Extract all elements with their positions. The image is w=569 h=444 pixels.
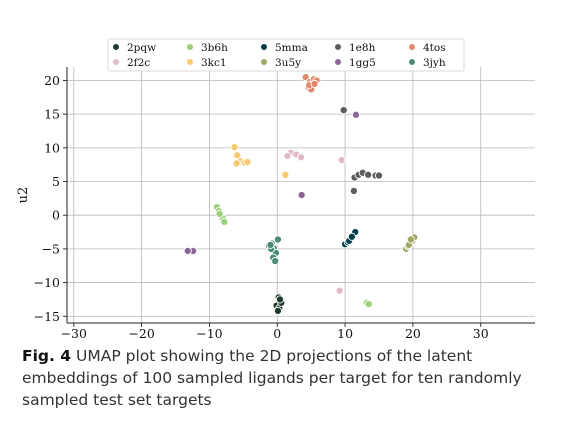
point-3kc1 bbox=[230, 143, 239, 152]
legend-entry-3u5y: 3u5y bbox=[260, 57, 301, 69]
legend-marker bbox=[408, 43, 416, 51]
y-tick-label: 15 bbox=[44, 107, 60, 122]
y-axis-label: u2 bbox=[16, 187, 31, 204]
point-3jyh bbox=[271, 256, 280, 266]
point-1e8h bbox=[374, 171, 384, 180]
legend-label: 1e8h bbox=[349, 42, 376, 54]
legend-label: 3u5y bbox=[275, 57, 301, 69]
data-points bbox=[183, 73, 419, 315]
point-2pqw bbox=[275, 295, 285, 304]
legend-marker bbox=[260, 43, 268, 51]
legend-marker bbox=[186, 43, 194, 51]
x-tick-label: 10 bbox=[337, 326, 353, 340]
point-2f2c bbox=[283, 151, 292, 160]
legend-label: 2f2c bbox=[127, 57, 150, 69]
point-1gg5 bbox=[297, 190, 306, 200]
legend-marker bbox=[334, 58, 342, 66]
x-tick-label: 0 bbox=[273, 326, 281, 340]
point-1e8h bbox=[364, 170, 373, 179]
point-2pqw bbox=[273, 306, 282, 315]
y-tick-label: 0 bbox=[52, 208, 60, 223]
point-3kc1 bbox=[233, 151, 242, 160]
legend-entry-5mma: 5mma bbox=[260, 42, 308, 54]
caption-text: UMAP plot showing the 2D projections of … bbox=[22, 347, 522, 409]
x-tick-label: −30 bbox=[61, 326, 87, 340]
legend-label: 4tos bbox=[423, 42, 446, 54]
point-5mma bbox=[347, 232, 356, 241]
x-tick-label: −20 bbox=[128, 326, 154, 340]
legend-label: 3b6h bbox=[201, 42, 228, 54]
grid-lines bbox=[67, 67, 535, 323]
y-tick-label: −10 bbox=[34, 275, 60, 290]
legend-entry-1e8h: 1e8h bbox=[334, 42, 376, 54]
y-tick-label: 10 bbox=[44, 140, 60, 155]
point-3jyh bbox=[273, 235, 282, 244]
point-2f2c bbox=[337, 155, 346, 165]
x-tick-label: 30 bbox=[473, 326, 489, 340]
point-1gg5 bbox=[351, 110, 360, 119]
point-3u5y bbox=[406, 235, 415, 244]
legend-box bbox=[107, 38, 465, 72]
legend-marker bbox=[408, 58, 416, 66]
legend-label: 3jyh bbox=[423, 57, 446, 69]
point-3b6h bbox=[215, 209, 224, 218]
y-tick-label: 20 bbox=[44, 73, 60, 88]
point-3b6h bbox=[364, 300, 373, 309]
legend: 2pqw 2f2c 3b6h 3kc1 5mma 3u5y 1e8h 1gg5 4tos 3jyh bbox=[107, 38, 465, 72]
point-3kc1 bbox=[243, 157, 252, 167]
legend-entry-3b6h: 3b6h bbox=[186, 42, 228, 54]
point-2f2c bbox=[335, 286, 344, 295]
legend-entry-3jyh: 3jyh bbox=[408, 57, 446, 69]
y-tick-label: −15 bbox=[34, 309, 60, 324]
legend-entry-2f2c: 2f2c bbox=[112, 57, 150, 69]
point-2f2c bbox=[296, 153, 306, 162]
legend-entry-4tos: 4tos bbox=[408, 42, 446, 54]
x-tick-label: −10 bbox=[196, 326, 222, 340]
point-3kc1 bbox=[281, 170, 290, 179]
legend-marker bbox=[186, 58, 194, 66]
point-3b6h bbox=[220, 217, 229, 226]
legend-entry-3kc1: 3kc1 bbox=[186, 57, 227, 69]
legend-marker bbox=[112, 43, 120, 51]
axes: −30 −20 −10 0 10 20 30 −15 −10 −5 0 5 10 15 20 bbox=[34, 67, 535, 340]
x-tick-label: 20 bbox=[405, 326, 421, 340]
point-4tos bbox=[310, 79, 319, 88]
legend-entry-2pqw: 2pqw bbox=[112, 42, 156, 54]
legend-label: 3kc1 bbox=[201, 57, 227, 69]
legend-label: 5mma bbox=[275, 42, 308, 54]
legend-marker bbox=[112, 58, 120, 66]
figure-label: Fig. 4 bbox=[22, 347, 72, 365]
figure-caption: Fig. 4 UMAP plot showing the 2D projecti… bbox=[22, 345, 552, 411]
legend-entry-1gg5: 1gg5 bbox=[334, 57, 376, 69]
point-3jyh bbox=[266, 240, 275, 249]
point-1gg5 bbox=[183, 246, 192, 255]
legend-label: 1gg5 bbox=[349, 57, 376, 69]
legend-label: 2pqw bbox=[127, 42, 156, 54]
point-3kc1 bbox=[232, 159, 241, 168]
legend-marker bbox=[260, 58, 268, 66]
point-1e8h bbox=[339, 106, 348, 115]
legend-marker bbox=[334, 43, 342, 51]
y-tick-label: −5 bbox=[42, 241, 60, 256]
y-tick-label: 5 bbox=[52, 174, 60, 189]
umap-scatter-plot: −30 −20 −10 0 10 20 30 −15 −10 −5 0 5 10 15 20 2pqw 2f2… bbox=[16, 38, 535, 340]
point-1e8h bbox=[349, 186, 358, 196]
